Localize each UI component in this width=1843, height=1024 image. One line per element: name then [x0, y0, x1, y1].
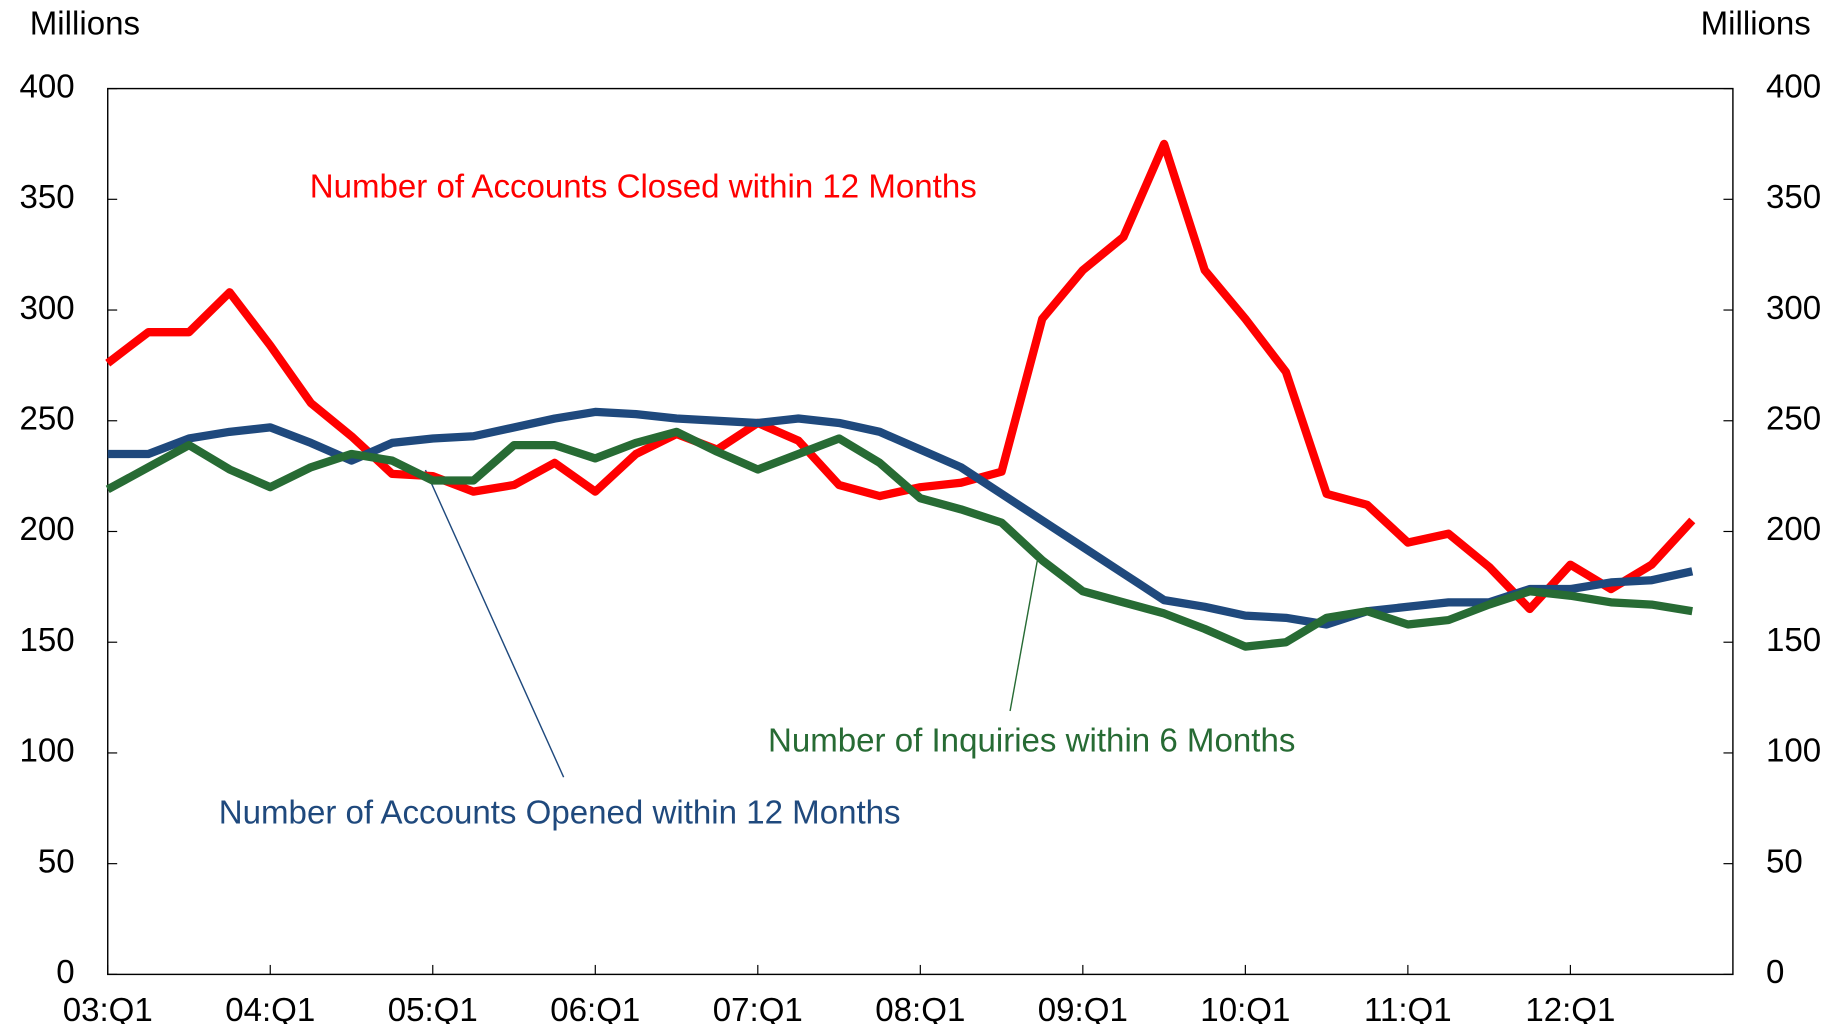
- series-annotation: Number of Accounts Closed within 12 Mont…: [310, 169, 977, 206]
- y-tick-label: 200: [19, 511, 74, 548]
- y2-tick-label: 50: [1766, 843, 1803, 880]
- plot-frame: [107, 87, 1734, 976]
- y2-tick-label: 150: [1766, 622, 1821, 659]
- x-tick-label: 03:Q1: [63, 992, 153, 1024]
- y-tick-label: 100: [19, 733, 74, 770]
- y2-tick-label: 0: [1766, 954, 1784, 991]
- x-tick-label: 09:Q1: [1038, 992, 1128, 1024]
- x-tick-label: 11:Q1: [1364, 992, 1452, 1024]
- y-tick-label: 250: [19, 400, 74, 437]
- y-tick-label: 400: [19, 68, 74, 105]
- series-annotation: Number of Inquiries within 6 Months: [768, 723, 1295, 760]
- x-tick-label: 05:Q1: [388, 992, 478, 1024]
- y-tick-label: 300: [19, 290, 74, 327]
- x-tick-label: 08:Q1: [875, 992, 965, 1024]
- x-tick-label: 07:Q1: [713, 992, 803, 1024]
- y2-tick-label: 250: [1766, 400, 1821, 437]
- y2-tick-label: 300: [1766, 290, 1821, 327]
- series-line: [105, 139, 1696, 614]
- y-axis-label: Millions: [30, 6, 140, 43]
- y2-tick-label: 400: [1766, 68, 1821, 105]
- y2-tick-label: 350: [1766, 179, 1821, 216]
- x-tick-label: 12:Q1: [1525, 992, 1615, 1024]
- x-tick-label: 10:Q1: [1200, 992, 1290, 1024]
- leader-line: [424, 469, 565, 778]
- y-tick-label: 50: [38, 843, 75, 880]
- leader-line: [1009, 560, 1038, 712]
- series-annotation: Number of Accounts Opened within 12 Mont…: [219, 795, 901, 832]
- series-line: [105, 427, 1693, 651]
- y-tick-label: 350: [19, 179, 74, 216]
- x-tick-label: 06:Q1: [550, 992, 640, 1024]
- x-tick-label: 04:Q1: [225, 992, 315, 1024]
- y2-tick-label: 100: [1766, 733, 1821, 770]
- series-line: [107, 407, 1694, 629]
- y-tick-label: 150: [19, 622, 74, 659]
- y2-tick-label: 200: [1766, 511, 1821, 548]
- y2-axis-label: Millions: [1701, 6, 1811, 43]
- y-tick-label: 0: [56, 954, 74, 991]
